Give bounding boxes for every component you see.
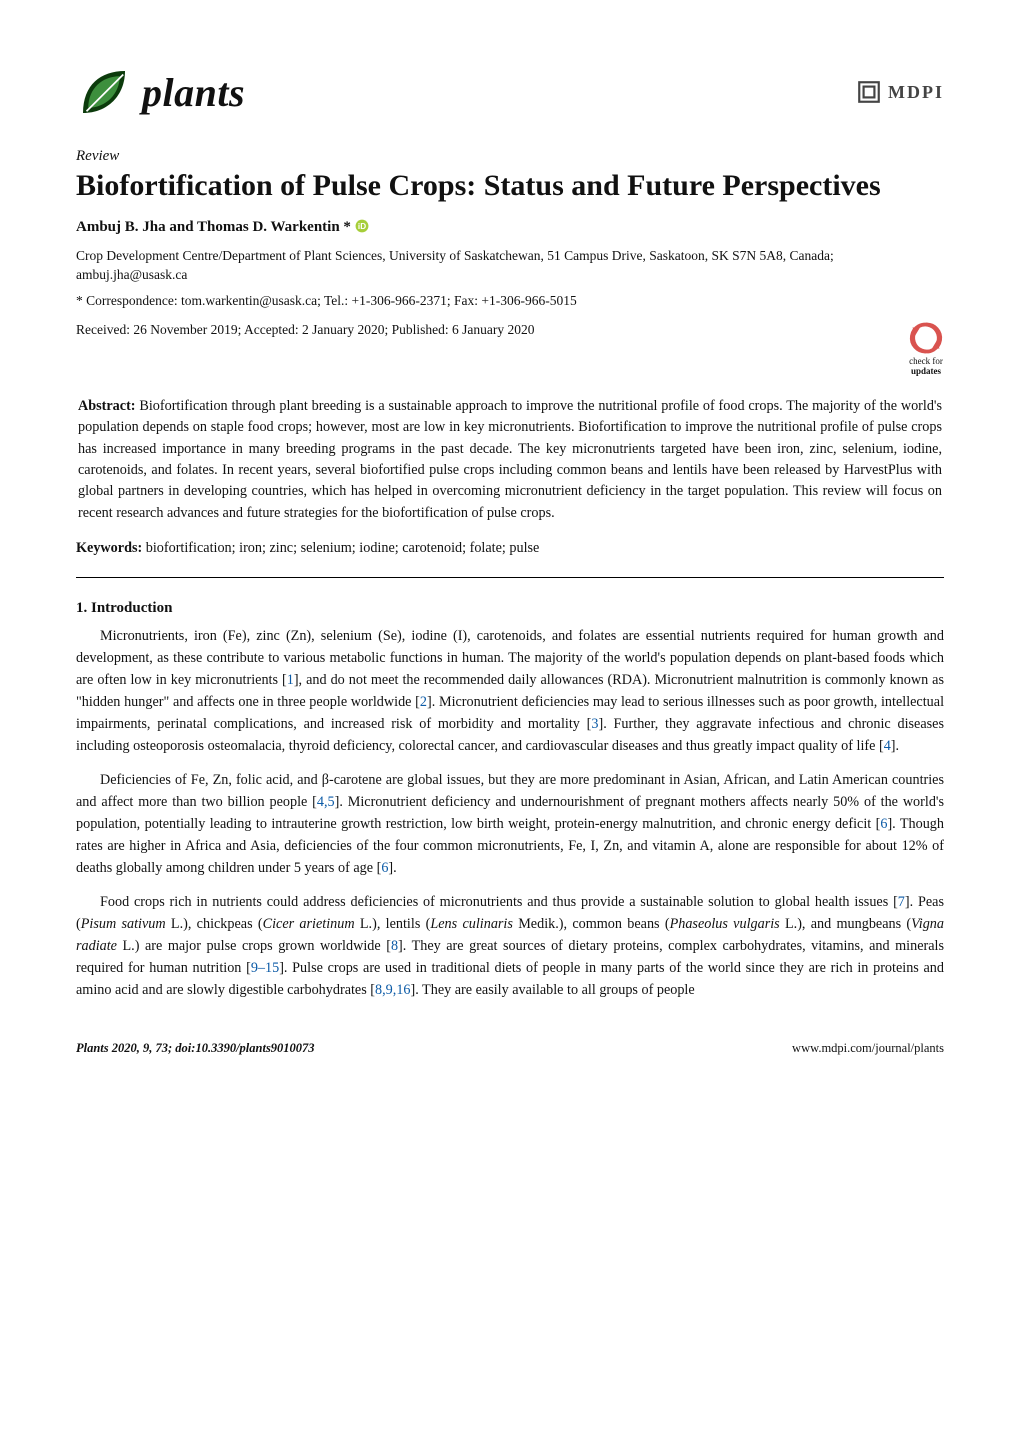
abstract-paragraph: Abstract: Biofortification through plant… [78, 396, 942, 524]
ref-link[interactable]: 2 [420, 694, 427, 710]
footer-url[interactable]: www.mdpi.com/journal/plants [792, 1041, 944, 1056]
publisher-logo: MDPI [856, 79, 944, 105]
check-updates-line2: updates [908, 367, 944, 376]
intro-paragraph-3: Food crops rich in nutrients could addre… [76, 891, 944, 1001]
body-text: Food crops rich in nutrients could addre… [100, 894, 898, 910]
abstract-label: Abstract: [78, 398, 136, 414]
body-text: Medik.), common beans ( [513, 916, 670, 932]
body-text: L.), chickpeas ( [166, 916, 263, 932]
keywords: Keywords: biofortification; iron; zinc; … [76, 538, 944, 559]
keywords-paragraph: Keywords: biofortification; iron; zinc; … [76, 538, 944, 559]
body-text: L.), lentils ( [355, 916, 431, 932]
orcid-icon[interactable]: iD [355, 219, 369, 233]
mdpi-icon [856, 79, 882, 105]
abstract-text: Biofortification through plant breeding … [78, 398, 942, 520]
species-name: Phaseolus vulgaris [670, 916, 780, 932]
ref-link[interactable]: 8,9,16 [375, 982, 410, 998]
svg-text:iD: iD [358, 221, 366, 230]
authors: Ambuj B. Jha and Thomas D. Warkentin * i… [76, 219, 944, 236]
ref-link[interactable]: 9–15 [251, 960, 279, 976]
check-updates-icon [908, 320, 944, 356]
abstract: Abstract: Biofortification through plant… [76, 396, 944, 524]
body-text: L.), and mungbeans ( [780, 916, 911, 932]
dates-row: Received: 26 November 2019; Accepted: 2 … [76, 320, 944, 376]
ref-link[interactable]: 1 [287, 672, 294, 688]
check-for-updates[interactable]: check for updates [908, 320, 944, 376]
separator [76, 577, 944, 578]
article-type: Review [76, 148, 944, 165]
intro-paragraph-1: Micronutrients, iron (Fe), zinc (Zn), se… [76, 625, 944, 757]
species-name: Pisum sativum [81, 916, 166, 932]
species-name: Lens culinaris [430, 916, 513, 932]
footer-left: Plants 2020, 9, 73; doi:10.3390/plants90… [76, 1041, 315, 1055]
journal-name: plants [142, 69, 245, 116]
journal-logo: plants [76, 64, 245, 120]
page: plants MDPI Review Biofortification of P… [0, 0, 1020, 1096]
footer-citation: Plants 2020, 9, 73; doi:10.3390/plants90… [76, 1041, 315, 1056]
body-text: ]. They are easily available to all grou… [411, 982, 695, 998]
publisher-name: MDPI [888, 82, 944, 103]
leaf-icon [76, 64, 132, 120]
ref-link[interactable]: 7 [898, 894, 905, 910]
ref-link[interactable]: 8 [391, 938, 398, 954]
correspondence: * Correspondence: tom.warkentin@usask.ca… [76, 291, 944, 311]
affiliation: Crop Development Centre/Department of Pl… [76, 246, 944, 285]
species-name: Cicer arietinum [263, 916, 355, 932]
body-text: ]. [388, 860, 396, 876]
publication-dates: Received: 26 November 2019; Accepted: 2 … [76, 320, 535, 340]
keywords-text: biofortification; iron; zinc; selenium; … [146, 540, 540, 556]
header: plants MDPI [76, 64, 944, 120]
ref-link[interactable]: 4,5 [317, 794, 335, 810]
article-title: Biofortification of Pulse Crops: Status … [76, 167, 944, 205]
authors-text: Ambuj B. Jha and Thomas D. Warkentin * [76, 219, 351, 235]
intro-paragraph-2: Deficiencies of Fe, Zn, folic acid, and … [76, 769, 944, 879]
section-1-heading: 1. Introduction [76, 600, 944, 617]
ref-link[interactable]: 4 [884, 738, 891, 754]
body-text: ]. [891, 738, 899, 754]
keywords-label: Keywords: [76, 540, 142, 556]
body-text: L.) are major pulse crops grown worldwid… [117, 938, 391, 954]
footer: Plants 2020, 9, 73; doi:10.3390/plants90… [76, 1041, 944, 1056]
